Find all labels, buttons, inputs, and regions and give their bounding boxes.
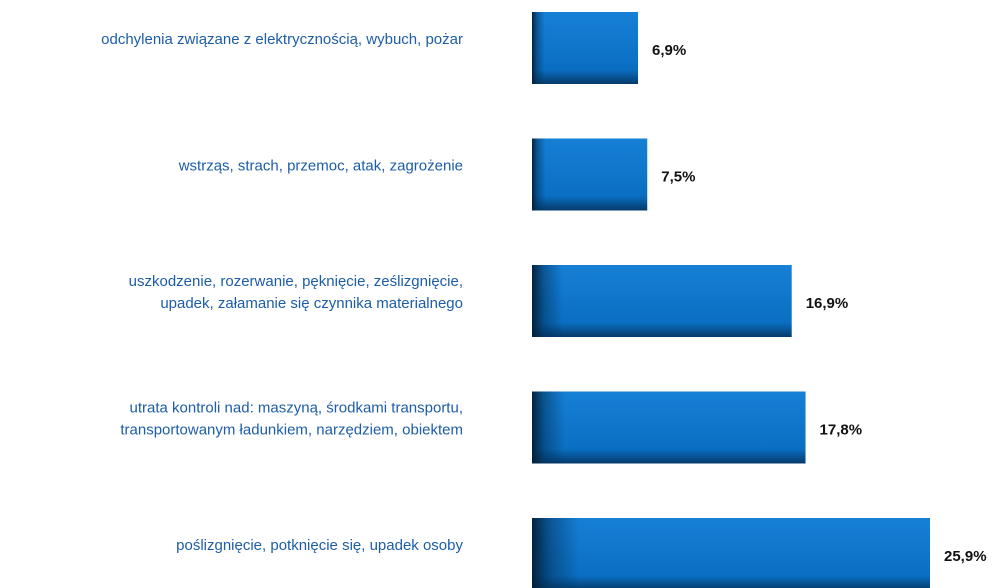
value-label: 25,9% [944, 548, 987, 565]
value-label: 6,9% [652, 42, 686, 59]
bar-group: 25,9% [532, 518, 987, 588]
bar-group: 17,8% [532, 391, 863, 464]
category-label: poślizgnięcie, potknięcie się, upadek os… [176, 537, 463, 554]
bar-shade [532, 265, 792, 337]
value-label: 17,8% [820, 421, 863, 438]
value-label: 7,5% [661, 168, 695, 185]
value-label: 16,9% [806, 295, 849, 312]
bar-shade [532, 138, 648, 211]
bar-shade [532, 391, 806, 464]
bar-group: 6,9% [532, 12, 686, 84]
category-label: upadek, załamanie się czynnika materialn… [160, 295, 463, 312]
bar-group: 7,5% [532, 138, 695, 211]
category-label: transportowanym ładunkiem, narzędziem, o… [120, 421, 463, 438]
bar-shade [532, 518, 930, 588]
category-label: odchylenia związane z elektrycznością, w… [101, 31, 463, 48]
category-label: utrata kontroli nad: maszyną, środkami t… [130, 399, 464, 416]
category-label: uszkodzenie, rozerwanie, pęknięcie, ześl… [129, 273, 463, 290]
bar-shade [532, 12, 639, 84]
category-label: wstrząs, strach, przemoc, atak, zagrożen… [178, 157, 463, 174]
bar-group: 16,9% [532, 265, 848, 337]
